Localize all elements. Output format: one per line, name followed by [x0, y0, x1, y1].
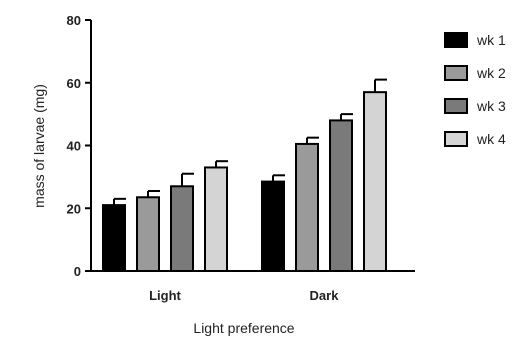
bar-dark-wk2: [295, 142, 319, 272]
legend-swatch: [444, 65, 468, 81]
y-tick-label: 40: [67, 139, 81, 154]
legend-label: wk 1: [476, 32, 506, 48]
x-tick-label: Dark: [310, 288, 340, 303]
legend-swatch: [444, 98, 468, 114]
x-tick-label: Light: [149, 288, 181, 303]
y-axis-title: mass of larvae (mg): [31, 84, 47, 208]
bar-light-wk1: [102, 204, 126, 272]
y-tick-label: 60: [67, 76, 81, 91]
y-tick-label: 20: [67, 201, 81, 216]
x-ticks-group: Light Dark: [149, 288, 339, 303]
error-bars-group: [113, 78, 387, 206]
legend-label: wk 4: [476, 131, 506, 147]
x-axis-title: Light preference: [193, 320, 294, 336]
y-tick-label: 80: [67, 13, 81, 28]
legend-label: wk 2: [476, 65, 506, 81]
legend: wk 1 wk 2 wk 3 wk 4: [444, 32, 506, 147]
bar-light-wk2: [136, 196, 160, 272]
legend-swatch: [444, 32, 468, 48]
bar-dark-wk4: [363, 91, 387, 272]
bar-dark-wk1: [261, 180, 285, 272]
legend-swatch: [444, 131, 468, 147]
y-tick-label: 0: [74, 264, 81, 279]
bar-dark-wk3: [329, 119, 353, 273]
legend-label: wk 3: [476, 98, 506, 114]
bars-group: [102, 91, 387, 273]
bar-light-wk4: [204, 166, 228, 272]
y-ticks-group: 0 20 40 60 80: [67, 13, 91, 279]
bar-light-wk3: [170, 185, 194, 273]
